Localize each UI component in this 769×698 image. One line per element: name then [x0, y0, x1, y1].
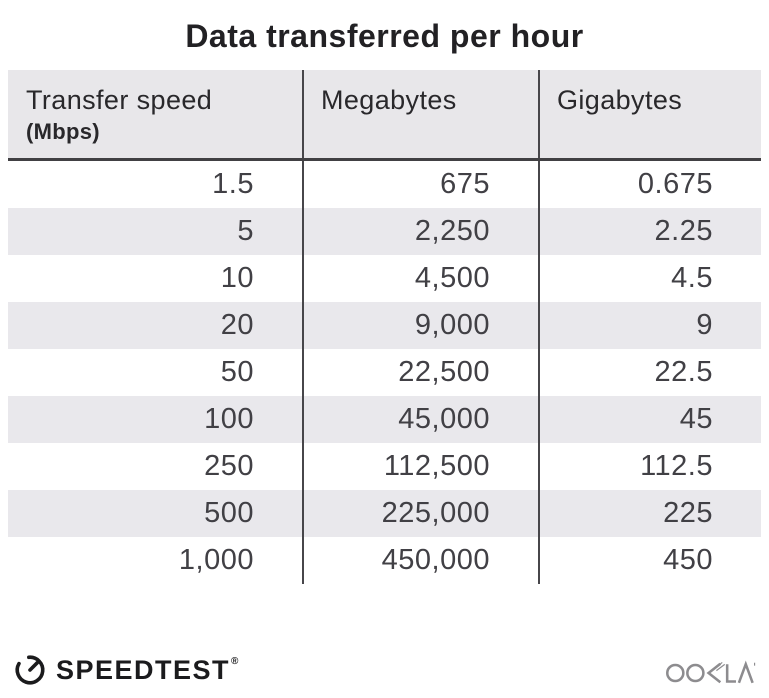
megabytes-cell: 225,000 — [302, 490, 538, 537]
speedtest-wordmark: SPEEDTEST ® — [56, 655, 238, 686]
speedtest-wordmark-text: SPEEDTEST — [56, 654, 231, 685]
speed-cell: 1.5 — [212, 168, 254, 200]
header-transfer-speed-unit: (Mbps) — [26, 119, 100, 144]
table-body: 1.5 675 0.675 5 2,250 2.25 10 4,500 4.5 … — [8, 161, 761, 584]
megabytes-cell: 112,500 — [302, 443, 538, 490]
table-row: 5 2,250 2.25 — [8, 208, 761, 255]
registered-trademark-symbol: ® — [231, 655, 239, 667]
speed-cell: 250 — [204, 450, 254, 482]
ookla-logo: OOKLA — [666, 659, 758, 692]
table-header-row: Transfer speed (Mbps) Megabytes Gigabyte… — [8, 70, 761, 161]
megabytes-cell: 9,000 — [302, 302, 538, 349]
table-row: 1,000 450,000 450 — [8, 537, 761, 584]
gigabytes-cell: 0.675 — [538, 161, 761, 208]
megabytes-cell: 2,250 — [302, 208, 538, 255]
table-row: 10 4,500 4.5 — [8, 255, 761, 302]
speed-cell: 50 — [220, 356, 254, 388]
speedtest-logo: SPEEDTEST ® — [13, 653, 238, 687]
speedtest-gauge-icon — [15, 655, 45, 685]
gigabytes-cell: 450 — [538, 537, 761, 584]
ookla-wordmark-icon — [666, 660, 756, 684]
megabytes-cell: 450,000 — [302, 537, 538, 584]
speed-cell: 10 — [220, 262, 254, 294]
speed-cell: 500 — [204, 497, 254, 529]
gigabytes-cell: 4.5 — [538, 255, 761, 302]
header-gigabytes: Gigabytes — [538, 70, 761, 158]
header-transfer-speed-label: Transfer speed — [26, 85, 213, 115]
speed-cell: 5 — [237, 215, 254, 247]
gigabytes-cell: 45 — [538, 396, 761, 443]
table-row: 50 22,500 22.5 — [8, 349, 761, 396]
speed-cell: 100 — [204, 403, 254, 435]
gigabytes-cell: 22.5 — [538, 349, 761, 396]
speed-cell: 1,000 — [178, 544, 254, 576]
speed-cell: 20 — [220, 309, 254, 341]
header-megabytes: Megabytes — [302, 70, 538, 158]
page-title: Data transferred per hour — [185, 18, 584, 54]
megabytes-cell: 675 — [302, 161, 538, 208]
gigabytes-cell: 2.25 — [538, 208, 761, 255]
table-row: 1.5 675 0.675 — [8, 161, 761, 208]
megabytes-cell: 45,000 — [302, 396, 538, 443]
header-transfer-speed: Transfer speed (Mbps) — [8, 70, 302, 158]
table-row: 100 45,000 45 — [8, 396, 761, 443]
table-row: 250 112,500 112.5 — [8, 443, 761, 490]
table-row: 20 9,000 9 — [8, 302, 761, 349]
gigabytes-cell: 9 — [538, 302, 761, 349]
megabytes-cell: 4,500 — [302, 255, 538, 302]
gigabytes-cell: 112.5 — [538, 443, 761, 490]
data-table: Transfer speed (Mbps) Megabytes Gigabyte… — [8, 70, 761, 584]
table-row: 500 225,000 225 — [8, 490, 761, 537]
megabytes-cell: 22,500 — [302, 349, 538, 396]
gigabytes-cell: 225 — [538, 490, 761, 537]
